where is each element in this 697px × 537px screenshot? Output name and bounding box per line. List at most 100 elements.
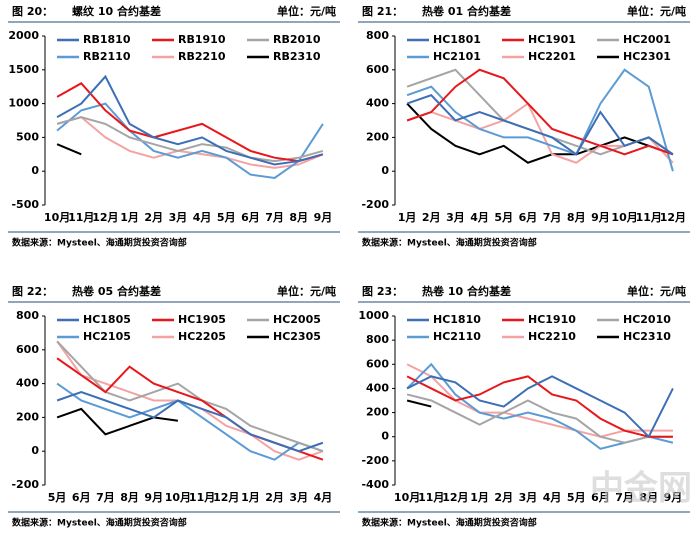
x-tick-label: 10月 bbox=[394, 491, 420, 504]
series-line bbox=[56, 340, 324, 453]
y-tick-label: -200 bbox=[11, 478, 39, 491]
series-line bbox=[406, 68, 674, 172]
x-tick-label: 7月 bbox=[543, 211, 562, 224]
y-tick-label: -400 bbox=[361, 478, 389, 491]
legend-label: HC1801 bbox=[433, 33, 481, 46]
legend-label: HC1810 bbox=[433, 313, 481, 326]
x-tick-label: 7月 bbox=[265, 211, 284, 224]
y-tick-label: 200 bbox=[366, 406, 389, 419]
x-tick-label: 5月 bbox=[48, 491, 67, 504]
legend-label: HC2105 bbox=[83, 330, 131, 343]
x-tick-label: 12月 bbox=[92, 211, 118, 224]
y-tick-label: 0 bbox=[381, 164, 389, 177]
x-tick-label: 3月 bbox=[446, 211, 465, 224]
y-tick-label: 800 bbox=[366, 333, 389, 346]
legend-label: RB2310 bbox=[273, 50, 321, 63]
legend-label: HC1805 bbox=[83, 313, 131, 326]
watermark: 中金网 bbox=[590, 469, 692, 509]
x-tick-label: 2月 bbox=[494, 491, 513, 504]
y-tick-label: 400 bbox=[366, 381, 389, 394]
series-line bbox=[56, 390, 324, 453]
figure-number: 图 20： bbox=[12, 5, 53, 18]
y-tick-label: 600 bbox=[16, 343, 39, 356]
x-tick-label: 2月 bbox=[422, 211, 441, 224]
x-tick-label: 1月 bbox=[120, 211, 139, 224]
series-line bbox=[56, 407, 179, 436]
x-tick-label: 10月 bbox=[611, 211, 637, 224]
x-tick-label: 5月 bbox=[567, 491, 586, 504]
series-line bbox=[56, 382, 324, 461]
x-tick-label: 4月 bbox=[193, 211, 212, 224]
x-tick-label: 8月 bbox=[289, 211, 308, 224]
unit-label: 单位：元/吨 bbox=[627, 4, 686, 18]
y-tick-label: 1000 bbox=[358, 309, 389, 322]
unit-label: 单位：元/吨 bbox=[627, 284, 686, 298]
x-tick-label: 9月 bbox=[144, 491, 163, 504]
y-tick-label: 2000 bbox=[8, 29, 39, 42]
y-tick-label: 200 bbox=[366, 130, 389, 143]
series-line bbox=[406, 399, 432, 408]
legend-label: HC1910 bbox=[528, 313, 576, 326]
legend-label: HC2010 bbox=[623, 313, 671, 326]
series-line bbox=[56, 116, 324, 169]
x-tick-label: 4月 bbox=[470, 211, 489, 224]
legend-label: HC2101 bbox=[433, 50, 481, 63]
y-tick-label: 500 bbox=[16, 130, 39, 143]
x-tick-label: 9月 bbox=[591, 211, 610, 224]
legend-label: RB2110 bbox=[83, 50, 131, 63]
x-tick-label: 6月 bbox=[72, 491, 91, 504]
series-line bbox=[406, 375, 673, 438]
y-tick-label: 1500 bbox=[8, 63, 39, 76]
x-tick-label: 3月 bbox=[519, 491, 538, 504]
y-tick-label: 800 bbox=[16, 309, 39, 322]
x-tick-label: 8月 bbox=[639, 491, 658, 504]
series-line bbox=[406, 102, 674, 164]
source-note: 数据来源：Mysteel、海通期货投资咨询部 bbox=[362, 517, 537, 529]
x-tick-label: 11月 bbox=[189, 491, 215, 504]
figure-number: 图 22： bbox=[12, 285, 53, 298]
x-tick-label: 12月 bbox=[442, 491, 468, 504]
legend-label: RB1810 bbox=[83, 33, 131, 46]
x-tick-label: 4月 bbox=[543, 491, 562, 504]
legend-label: HC2005 bbox=[273, 313, 321, 326]
legend-label: RB1910 bbox=[178, 33, 226, 46]
x-tick-label: 1月 bbox=[241, 491, 260, 504]
x-tick-label: 7月 bbox=[96, 491, 115, 504]
series-line bbox=[406, 393, 673, 444]
x-tick-label: 8月 bbox=[567, 211, 586, 224]
x-tick-label: 3月 bbox=[289, 491, 308, 504]
legend-label: HC2205 bbox=[178, 330, 226, 343]
chart-title: 热卷 10 合约基差 bbox=[422, 284, 511, 298]
legend-label: HC1905 bbox=[178, 313, 226, 326]
series-line bbox=[56, 74, 324, 166]
y-tick-label: -200 bbox=[361, 198, 389, 211]
chart-title: 热卷 05 合约基差 bbox=[72, 284, 161, 298]
x-tick-label: 11月 bbox=[636, 211, 662, 224]
y-tick-label: 0 bbox=[31, 164, 39, 177]
series-line bbox=[56, 340, 324, 461]
source-note: 数据来源：Mysteel、海通期货投资咨询部 bbox=[12, 237, 187, 249]
y-tick-label: 800 bbox=[366, 29, 389, 42]
x-tick-label: 11月 bbox=[418, 491, 444, 504]
x-tick-label: 6月 bbox=[241, 211, 260, 224]
y-tick-label: 600 bbox=[366, 63, 389, 76]
y-tick-label: 400 bbox=[366, 97, 389, 110]
legend-label: RB2210 bbox=[178, 50, 226, 63]
x-tick-label: 9月 bbox=[314, 211, 333, 224]
source-note: 数据来源：Mysteel、海通期货投资咨询部 bbox=[362, 237, 537, 249]
chart-title: 热卷 01 合约基差 bbox=[422, 4, 511, 18]
y-tick-label: 0 bbox=[31, 444, 39, 457]
x-tick-label: 6月 bbox=[591, 491, 610, 504]
legend-label: HC2301 bbox=[623, 50, 671, 63]
x-tick-label: 1月 bbox=[470, 491, 489, 504]
series-line bbox=[406, 68, 674, 156]
x-tick-label: 5月 bbox=[494, 211, 513, 224]
x-tick-label: 3月 bbox=[169, 211, 188, 224]
figure-number: 图 21： bbox=[362, 5, 403, 18]
figure-number: 图 23： bbox=[362, 285, 403, 298]
x-tick-label: 7月 bbox=[615, 491, 634, 504]
unit-label: 单位：元/吨 bbox=[277, 4, 336, 18]
x-tick-label: 8月 bbox=[120, 491, 139, 504]
y-tick-label: 1000 bbox=[8, 97, 39, 110]
